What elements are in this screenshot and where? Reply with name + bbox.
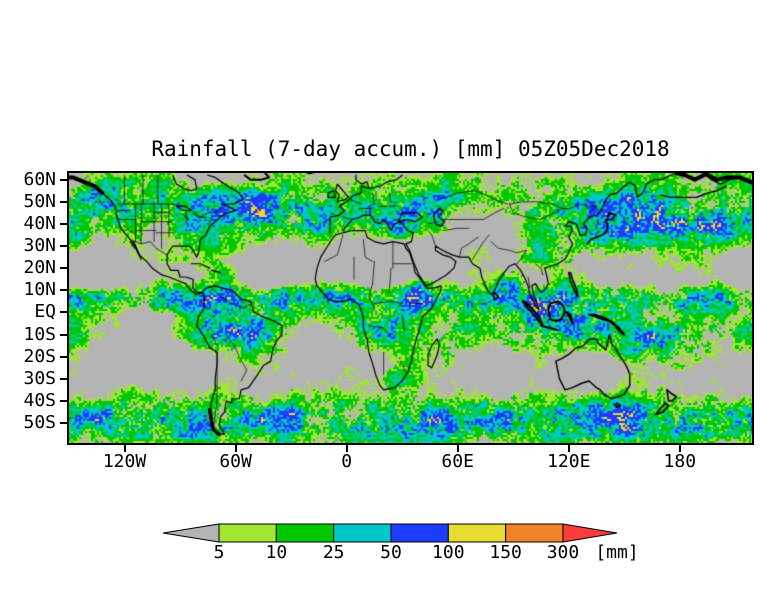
colorbar-above-max-arrow [562,523,618,543]
colorbar [162,523,618,543]
legend-value-label: 5 [213,542,225,563]
lon-tick-mark [567,445,570,452]
colorbar-below-min-arrow [162,523,220,543]
legend-value-label: 150 [489,542,522,563]
lat-tick-label: 20N [23,257,56,279]
map-plot-frame [67,171,754,445]
lat-tick-label: 60N [23,168,56,190]
lat-tick-label: 10S [23,323,56,345]
colorbar-segment [218,523,277,543]
lat-tick-mark [60,311,68,314]
lat-tick-label: 50N [23,190,56,212]
legend-value-label: 50 [380,542,402,563]
lon-tick-mark [234,445,237,452]
lon-tick-label: 120W [102,451,147,472]
lat-tick-mark [60,333,68,336]
lat-tick-label: 20S [23,345,56,367]
lat-tick-label: 50S [23,412,56,434]
legend-unit-label: [mm] [595,542,639,563]
colorbar-segment [333,523,392,543]
lat-tick-mark [60,178,68,181]
rainfall-map-canvas [69,173,752,443]
lat-tick-mark [60,289,68,292]
lat-tick-label: 30S [23,367,56,389]
lat-tick-label: 40S [23,389,56,411]
lon-tick-mark [345,445,348,452]
legend-value-label: 300 [546,542,580,563]
lat-tick-mark [60,245,68,248]
lon-tick-mark [678,445,681,452]
lat-tick-mark [60,377,68,380]
lat-tick-mark [60,355,68,358]
lon-tick-label: 60W [219,451,252,472]
lat-tick-mark [60,222,68,225]
lat-tick-mark [60,399,68,402]
lon-tick-mark [456,445,459,452]
lon-tick-mark [123,445,126,452]
lat-tick-mark [60,200,68,203]
colorbar-segment [505,523,564,543]
chart-title: Rainfall (7-day accum.) [mm] 05Z05Dec201… [151,137,670,161]
legend-value-label: 25 [322,542,345,563]
colorbar-segment [390,523,449,543]
lat-tick-label: 40N [23,212,56,234]
lat-tick-label: EQ [34,301,56,323]
colorbar-segment [275,523,335,543]
lon-tick-label: 180 [663,451,697,472]
lon-tick-label: 120E [547,451,591,472]
legend-value-label: 10 [265,542,288,563]
lat-tick-label: 10N [23,279,56,301]
lon-tick-label: 60E [441,451,474,472]
lat-tick-label: 30N [23,235,56,257]
lat-tick-mark [60,422,68,425]
lon-tick-label: 0 [341,451,353,472]
legend-value-label: 100 [432,542,465,563]
lat-tick-mark [60,267,68,270]
colorbar-segment [447,523,507,543]
